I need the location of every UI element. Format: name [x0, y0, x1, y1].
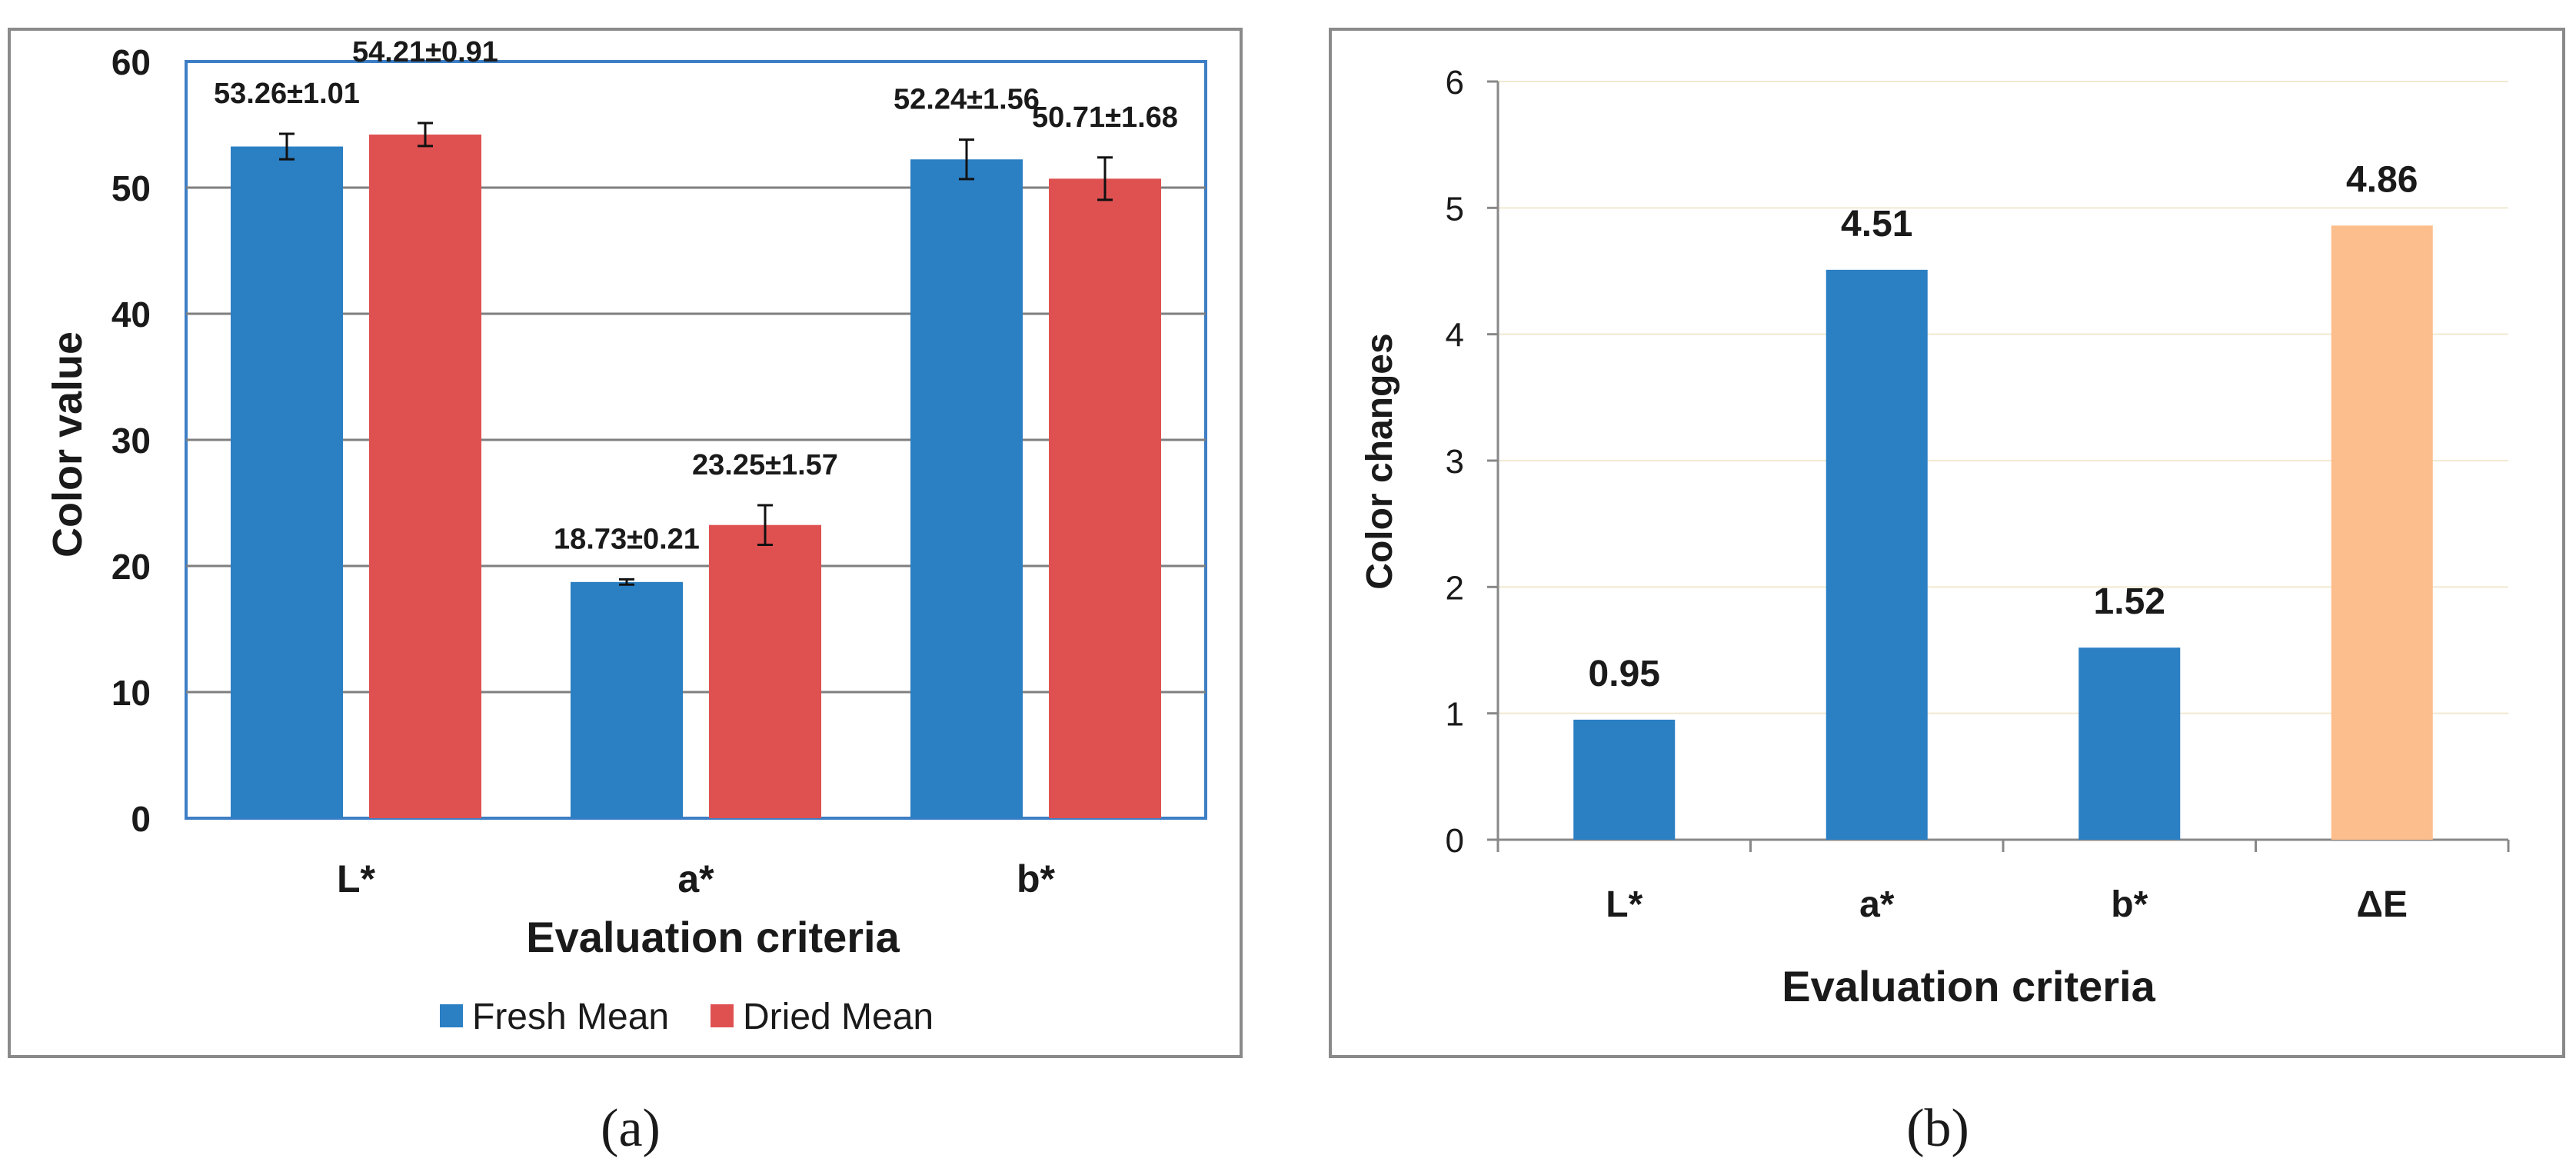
data-label: 52.24±1.56 — [894, 84, 1040, 116]
panel-a-legend: Fresh Mean Dried Mean — [440, 997, 934, 1037]
bar-fresh — [571, 581, 683, 818]
panel-b-y-ticks: 0 1 2 3 4 5 6 — [1446, 64, 1498, 860]
panel-b-y-axis-title: Color changes — [1360, 333, 1400, 589]
data-label: 54.21±0.91 — [352, 36, 498, 68]
y-tick-label: 2 — [1446, 569, 1464, 607]
y-tick-label: 3 — [1446, 443, 1464, 481]
panel-b: 0 1 2 3 4 5 6 L* a* b* ΔE 0.95 4.51 1.52 4.86 Color … — [1329, 28, 2565, 1058]
y-tick-label: 6 — [1446, 64, 1464, 102]
x-tick-label: b* — [2111, 884, 2148, 925]
panel-a: 0 10 20 30 40 50 60 53.26±1.01 54.21±0.91 18.73±… — [8, 28, 1243, 1058]
y-tick-label: 30 — [111, 421, 151, 461]
panel-a-x-tick-labels: L* a* b* — [337, 857, 1056, 900]
legend-swatch-dried — [711, 1004, 734, 1027]
y-tick-label: 1 — [1446, 696, 1464, 734]
data-label: 4.51 — [1841, 204, 1912, 245]
x-tick-label: L* — [337, 857, 376, 900]
bar-fresh — [231, 146, 343, 818]
panel-a-x-axis-title: Evaluation criteria — [526, 913, 900, 961]
bar-fresh — [910, 159, 1023, 818]
y-tick-label: 50 — [111, 168, 151, 208]
y-tick-label: 40 — [111, 295, 151, 335]
data-label: 18.73±0.21 — [554, 523, 700, 555]
data-label: 4.86 — [2346, 159, 2418, 200]
panel-a-y-axis-title: Color value — [45, 331, 91, 558]
x-tick-label: a* — [677, 857, 714, 900]
bar-dried — [709, 524, 821, 818]
bar-color-change — [2078, 647, 2181, 840]
legend-swatch-fresh — [440, 1004, 463, 1027]
x-tick-label: L* — [1606, 884, 1642, 925]
bar-color-change — [1573, 719, 1676, 840]
y-tick-label: 4 — [1446, 317, 1464, 354]
panel-a-caption: (a) — [601, 1099, 661, 1158]
y-tick-label: 5 — [1446, 190, 1464, 228]
data-label: 0.95 — [1589, 654, 1660, 694]
bar-color-change — [1825, 269, 1928, 840]
y-tick-label: 10 — [111, 673, 151, 713]
panel-a-border — [8, 28, 1243, 1058]
panel-a-data-labels: 53.26±1.01 54.21±0.91 18.73±0.21 23.25±1.57… — [214, 36, 1178, 555]
panel-b-data-labels: 0.95 4.51 1.52 4.86 — [1589, 159, 2418, 694]
panel-a-bars — [231, 134, 1161, 818]
panel-a-error-bars — [279, 121, 1113, 586]
legend-label-dried: Dried Mean — [743, 997, 934, 1037]
x-tick-label: a* — [1859, 884, 1895, 925]
y-tick-label: 0 — [131, 799, 151, 839]
panel-b-x-axis-title: Evaluation criteria — [1782, 962, 2155, 1010]
panel-a-gridlines — [186, 186, 1206, 694]
panel-b-bars — [1573, 225, 2433, 840]
data-label: 50.71±1.68 — [1032, 102, 1178, 134]
panel-b-x-ticks: L* a* b* ΔE — [1496, 840, 2510, 925]
bar-dried — [369, 134, 481, 818]
panel-a-y-tick-labels: 0 10 20 30 40 50 60 — [111, 42, 151, 839]
y-tick-label: 0 — [1446, 822, 1464, 860]
y-tick-label: 60 — [111, 42, 151, 82]
data-label: 1.52 — [2094, 581, 2165, 622]
y-tick-label: 20 — [111, 547, 151, 587]
x-tick-label: b* — [1017, 857, 1056, 900]
bar-delta-e — [2331, 225, 2433, 840]
bar-dried — [1049, 178, 1161, 818]
data-label: 23.25±1.57 — [692, 449, 838, 481]
legend-label-fresh: Fresh Mean — [472, 997, 669, 1037]
x-tick-label: ΔE — [2356, 884, 2408, 925]
data-label: 53.26±1.01 — [214, 78, 360, 110]
panel-b-caption: (b) — [1906, 1099, 1969, 1158]
